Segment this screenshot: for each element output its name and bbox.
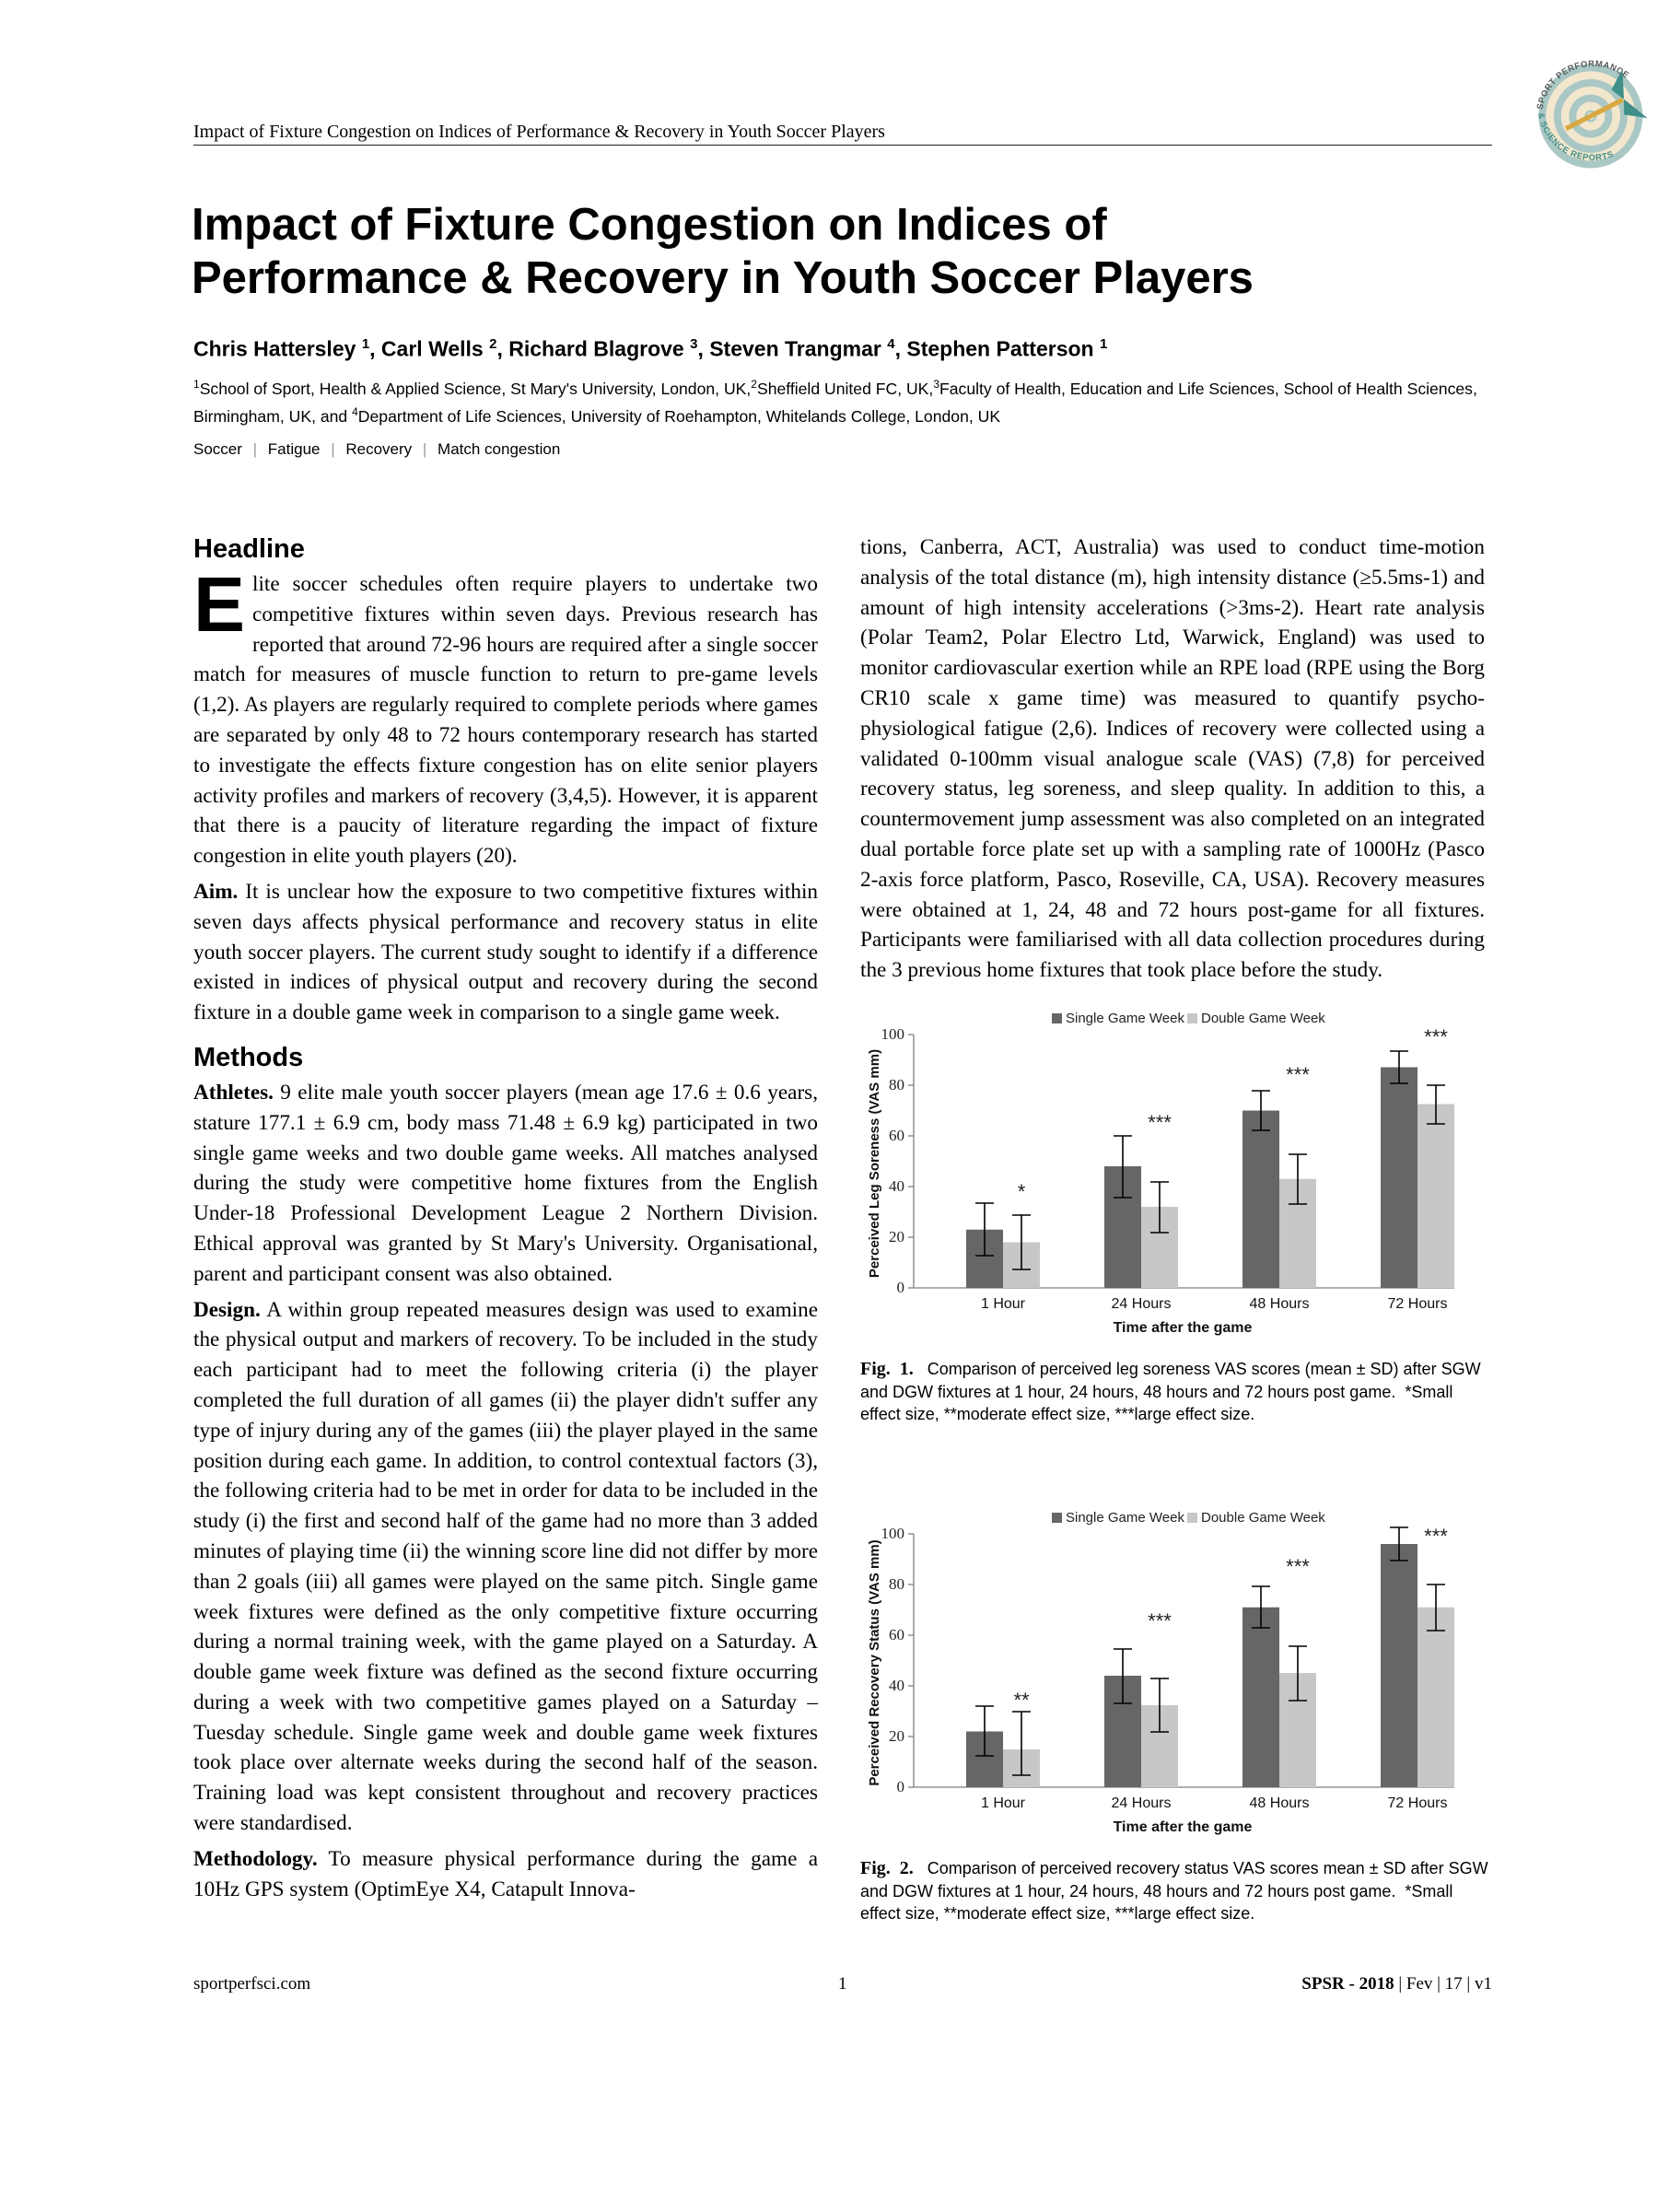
svg-text:100: 100: [881, 1025, 905, 1043]
svg-text:24 Hours: 24 Hours: [1112, 1795, 1172, 1811]
svg-text:20: 20: [889, 1228, 904, 1246]
svg-text:0: 0: [897, 1279, 905, 1296]
svg-text:20: 20: [889, 1727, 904, 1745]
svg-text:***: ***: [1424, 1525, 1448, 1548]
svg-text:Perceived Leg Soreness (VAS mm: Perceived Leg Soreness (VAS mm): [867, 1049, 882, 1278]
svg-text:40: 40: [889, 1177, 904, 1195]
svg-text:Single Game Week: Single Game Week: [1066, 1511, 1184, 1526]
svg-text:Double Game Week: Double Game Week: [1201, 1511, 1325, 1526]
svg-text:72 Hours: 72 Hours: [1388, 1795, 1448, 1811]
svg-text:Perceived Recovery Status (VAS: Perceived Recovery Status (VAS mm): [867, 1539, 882, 1785]
svg-text:48 Hours: 48 Hours: [1250, 1296, 1310, 1312]
svg-text:24 Hours: 24 Hours: [1112, 1296, 1172, 1312]
svg-text:***: ***: [1286, 1063, 1310, 1086]
svg-text:80: 80: [889, 1076, 904, 1094]
svg-text:***: ***: [1148, 1111, 1172, 1134]
svg-text:Double Game Week: Double Game Week: [1201, 1012, 1325, 1026]
svg-text:60: 60: [889, 1127, 904, 1144]
svg-text:40: 40: [889, 1677, 904, 1694]
svg-text:1 Hour: 1 Hour: [981, 1296, 1026, 1312]
svg-text:80: 80: [889, 1575, 904, 1593]
svg-text:72 Hours: 72 Hours: [1388, 1296, 1448, 1312]
svg-text:60: 60: [889, 1626, 904, 1643]
svg-text:Single Game Week: Single Game Week: [1066, 1012, 1184, 1026]
svg-text:***: ***: [1424, 1025, 1448, 1048]
svg-text:100: 100: [881, 1525, 905, 1542]
svg-text:***: ***: [1148, 1609, 1172, 1632]
svg-text:Time after the game: Time after the game: [1114, 1819, 1253, 1835]
svg-text:*: *: [1018, 1180, 1026, 1203]
svg-text:48 Hours: 48 Hours: [1250, 1795, 1310, 1811]
svg-text:0: 0: [897, 1778, 905, 1795]
svg-text:1 Hour: 1 Hour: [981, 1795, 1026, 1811]
svg-text:**: **: [1013, 1689, 1030, 1712]
svg-text:***: ***: [1286, 1555, 1310, 1578]
svg-text:Time after the game: Time after the game: [1114, 1320, 1253, 1336]
